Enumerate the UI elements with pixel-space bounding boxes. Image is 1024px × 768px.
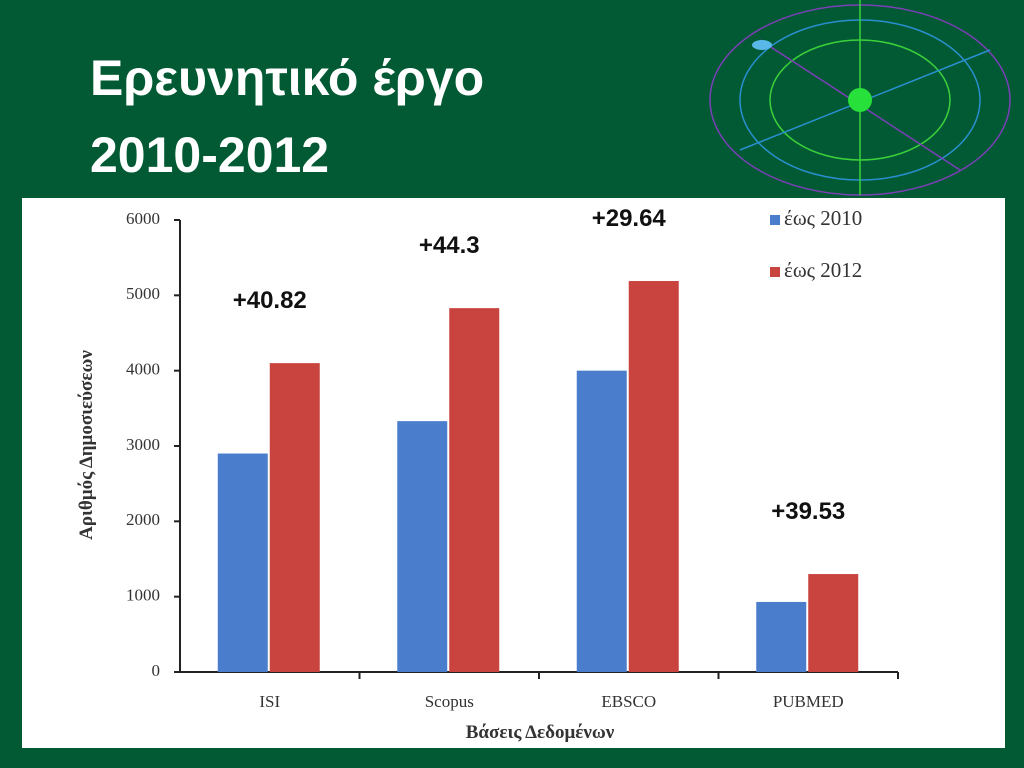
y-tick-label: 1000	[126, 586, 160, 605]
y-tick-label: 6000	[126, 209, 160, 228]
annotation: +44.3	[419, 232, 480, 259]
bar	[756, 601, 807, 672]
x-tick-label: ISI	[259, 692, 280, 711]
y-tick-label: 3000	[126, 435, 160, 454]
legend-label: έως 2010	[784, 206, 862, 230]
bar	[808, 574, 859, 672]
bar	[217, 453, 268, 672]
annotation: +39.53	[771, 498, 845, 525]
bar	[269, 363, 320, 672]
y-axis-label: Αριθμός Δημοσιεύσεων	[76, 350, 97, 540]
legend-swatch	[770, 267, 780, 277]
x-tick-label: Scopus	[425, 692, 474, 711]
slide-title: Ερευνητικό έργο	[90, 50, 484, 106]
bar	[576, 370, 627, 672]
x-axis-label: Βάσεις Δεδομένων	[466, 722, 615, 743]
y-tick-label: 2000	[126, 510, 160, 529]
annotation: +40.82	[233, 287, 307, 314]
bar	[397, 421, 448, 672]
decoration	[709, 0, 1011, 196]
y-tick-label: 0	[152, 661, 161, 680]
x-tick-label: PUBMED	[773, 692, 844, 711]
bar	[628, 281, 679, 672]
x-tick-label: EBSCO	[601, 692, 656, 711]
bar	[449, 308, 500, 672]
legend-swatch	[770, 215, 780, 225]
annotation: +29.64	[592, 205, 667, 232]
y-tick-label: 4000	[126, 360, 160, 379]
decor-dot	[752, 40, 772, 50]
legend-label: έως 2012	[784, 258, 862, 282]
decor-dot	[848, 88, 872, 112]
slide-title: 2010-2012	[90, 127, 329, 183]
y-tick-label: 5000	[126, 284, 160, 303]
